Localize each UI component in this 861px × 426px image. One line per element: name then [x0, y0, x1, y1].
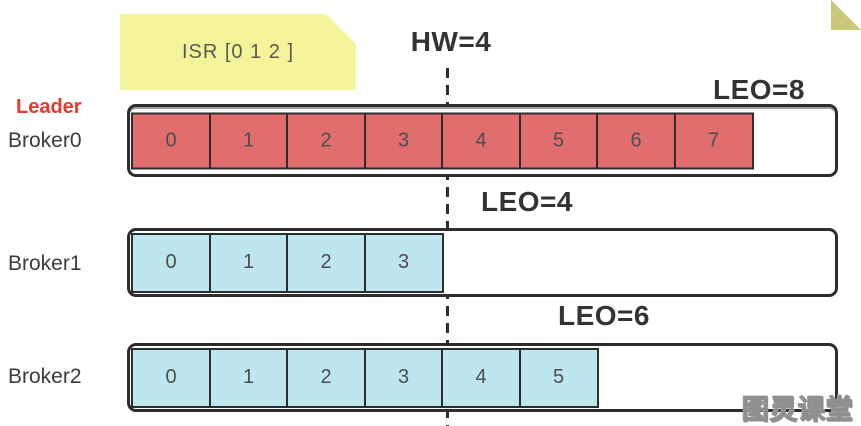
log-cell: 3: [363, 232, 444, 293]
log-cell: 4: [441, 347, 521, 408]
log-cell: 1: [208, 112, 289, 169]
log-cell: 6: [596, 112, 676, 169]
log-cell: 2: [286, 347, 366, 408]
log-cell: 1: [208, 232, 289, 293]
log-cell: 0: [131, 112, 211, 169]
broker1-label: Broker1: [8, 252, 82, 275]
watermark-text: 图灵课堂: [741, 394, 854, 426]
log-cell: 3: [363, 347, 444, 408]
log-cell: 3: [363, 112, 444, 169]
log-cell: 0: [131, 347, 211, 408]
log-cell: 5: [518, 347, 599, 408]
log-cell: 0: [131, 232, 211, 293]
broker0-label: Broker0: [8, 129, 82, 152]
isr-sticky-note: ISR [0 1 2 ]: [120, 14, 356, 90]
log-cell: 4: [441, 112, 521, 169]
log-cell: 5: [518, 112, 599, 169]
log-cell: 1: [208, 347, 289, 408]
broker2-label: Broker2: [8, 365, 82, 388]
isr-note-text: ISR [0 1 2 ]: [181, 40, 295, 63]
log-cell: 7: [673, 112, 754, 169]
broker0-leo-label: LEO=8: [713, 74, 805, 105]
broker2-leo-label: LEO=6: [558, 300, 650, 331]
sticky-note-fold-corner: [831, 0, 861, 30]
broker1-leo-label: LEO=4: [481, 186, 573, 217]
log-cell: 2: [286, 112, 366, 169]
leader-label: Leader: [16, 96, 82, 118]
log-cell: 2: [286, 232, 366, 293]
hw-label: HW=4: [410, 26, 492, 57]
